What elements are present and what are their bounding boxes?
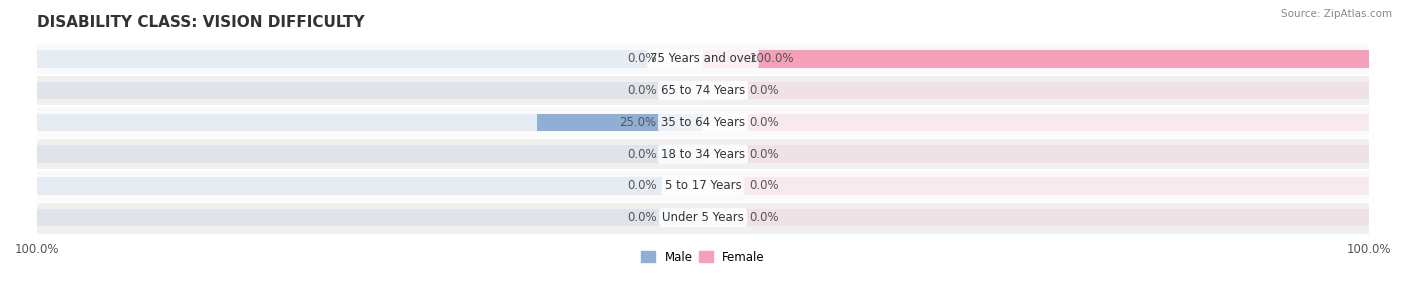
Bar — [37, 177, 703, 195]
Text: 0.0%: 0.0% — [627, 52, 657, 65]
Bar — [37, 170, 1369, 202]
Text: 75 Years and over: 75 Years and over — [650, 52, 756, 65]
Bar — [37, 113, 703, 131]
Text: 25.0%: 25.0% — [619, 116, 657, 129]
Text: 0.0%: 0.0% — [627, 148, 657, 161]
Text: 0.0%: 0.0% — [627, 84, 657, 97]
Text: Under 5 Years: Under 5 Years — [662, 211, 744, 224]
Bar — [37, 209, 703, 226]
Bar — [703, 113, 1369, 131]
Bar — [37, 138, 1369, 170]
Text: 0.0%: 0.0% — [749, 84, 779, 97]
Bar — [703, 50, 1369, 67]
Bar — [37, 75, 1369, 106]
Text: 0.0%: 0.0% — [749, 179, 779, 192]
Text: 0.0%: 0.0% — [627, 211, 657, 224]
Text: 18 to 34 Years: 18 to 34 Years — [661, 148, 745, 161]
Text: 0.0%: 0.0% — [627, 179, 657, 192]
Text: 65 to 74 Years: 65 to 74 Years — [661, 84, 745, 97]
Bar — [37, 106, 1369, 138]
Bar — [37, 43, 1369, 75]
Text: 35 to 64 Years: 35 to 64 Years — [661, 116, 745, 129]
Bar — [37, 50, 703, 67]
Legend: Male, Female: Male, Female — [637, 246, 769, 268]
Bar — [703, 209, 1369, 226]
Bar — [703, 50, 1369, 67]
Bar — [703, 82, 1369, 99]
Bar — [37, 82, 703, 99]
Bar — [537, 113, 703, 131]
Text: DISABILITY CLASS: VISION DIFFICULTY: DISABILITY CLASS: VISION DIFFICULTY — [37, 15, 366, 30]
Text: 0.0%: 0.0% — [749, 116, 779, 129]
Bar — [37, 202, 1369, 234]
Bar — [37, 145, 703, 163]
Text: 0.0%: 0.0% — [749, 211, 779, 224]
Bar — [703, 177, 1369, 195]
Text: 0.0%: 0.0% — [749, 148, 779, 161]
Text: Source: ZipAtlas.com: Source: ZipAtlas.com — [1281, 9, 1392, 19]
Text: 100.0%: 100.0% — [749, 52, 794, 65]
Bar — [703, 145, 1369, 163]
Text: 5 to 17 Years: 5 to 17 Years — [665, 179, 741, 192]
